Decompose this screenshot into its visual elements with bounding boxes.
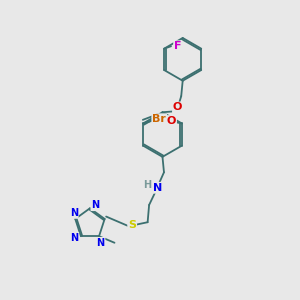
Text: N: N: [91, 200, 99, 210]
Text: F: F: [174, 41, 182, 51]
Text: N: N: [70, 208, 78, 218]
Text: N: N: [152, 183, 162, 193]
Text: N: N: [70, 233, 78, 243]
Text: Br: Br: [152, 114, 166, 124]
Text: O: O: [167, 116, 176, 126]
Text: O: O: [173, 103, 182, 112]
Text: S: S: [128, 220, 136, 230]
Text: N: N: [97, 238, 105, 248]
Text: H: H: [143, 180, 152, 190]
